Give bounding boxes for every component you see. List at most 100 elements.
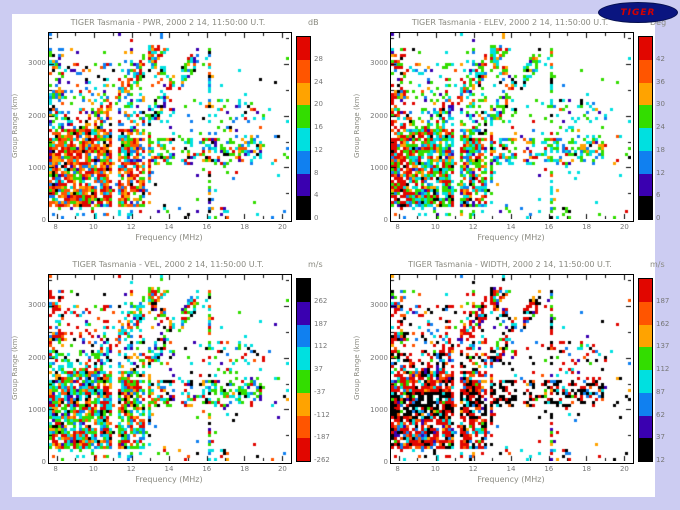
colorbar-tick-label: 262 [314, 296, 328, 305]
x-tick-label: 10 [430, 465, 440, 473]
y-tick-label: 1000 [28, 163, 46, 172]
y-tick-label: 0 [383, 216, 388, 224]
colorbar-tick-label: 42 [656, 54, 665, 63]
colorbar-unit-label: m/s [650, 260, 665, 269]
colorbar-tick-label: 20 [314, 100, 323, 109]
x-tick-label: 16 [544, 223, 554, 231]
colorbar-block [639, 59, 652, 83]
panel-title: TIGER Tasmania - ELEV, 2000 2 14, 11:50:… [411, 18, 609, 27]
x-axis-label: Frequency (MHz) [135, 475, 203, 484]
x-tick-label: 14 [506, 465, 516, 473]
colorbar-unit-label: Deg [650, 18, 667, 27]
x-tick-label: 8 [395, 465, 400, 473]
panel-width: TIGER Tasmania - WIDTH, 2000 2 14, 11:50… [353, 260, 676, 496]
colorbar-tick-label: 87 [656, 387, 665, 396]
plot-area [390, 32, 634, 222]
colorbar-tick-label: -37 [314, 387, 326, 396]
y-tick-label: 1000 [28, 405, 46, 414]
panel-title: TIGER Tasmania - WIDTH, 2000 2 14, 11:50… [408, 260, 612, 269]
colorbar-block [297, 301, 310, 325]
colorbar [296, 36, 311, 220]
tiger-radar-logo: TIGER [598, 2, 678, 23]
colorbar-tick-label: 30 [656, 100, 665, 109]
y-tick-label: 1000 [370, 163, 388, 172]
colorbar-tick-label: 6 [656, 191, 661, 200]
colorbar [638, 36, 653, 220]
colorbar-tick-label: 16 [314, 123, 323, 131]
colorbar-block [297, 392, 310, 416]
colorbar-block [639, 438, 652, 461]
colorbar-unit-label: m/s [308, 260, 323, 269]
heatmap-canvas [391, 33, 631, 219]
x-tick-label: 20 [619, 465, 629, 473]
heatmap-canvas [49, 33, 289, 219]
colorbar-tick-label: 37 [314, 365, 323, 373]
logo-text: TIGER [620, 7, 656, 18]
colorbar [296, 278, 311, 462]
y-tick-label: 2000 [28, 111, 46, 120]
y-tick-label: 1000 [370, 405, 388, 414]
colorbar-tick-label: 24 [656, 123, 665, 131]
colorbar-tick-label: 137 [656, 342, 670, 351]
y-tick-label: 3000 [28, 59, 46, 68]
colorbar-block [639, 128, 652, 151]
x-tick-label: 14 [506, 223, 516, 231]
y-tick-label: 2000 [28, 353, 46, 362]
x-tick-label: 20 [619, 223, 629, 231]
colorbar-block [639, 105, 652, 128]
x-tick-label: 18 [240, 465, 250, 473]
colorbar-block [639, 37, 652, 60]
colorbar-unit-label: dB [308, 18, 319, 27]
panel-vel: TIGER Tasmania - VEL, 2000 2 14, 11:50:0… [11, 260, 334, 496]
colorbar-tick-label: -112 [314, 410, 330, 419]
x-tick-label: 14 [164, 465, 174, 473]
plot-area [48, 32, 292, 222]
colorbar-tick-label: 8 [314, 168, 319, 177]
x-tick-label: 18 [582, 465, 592, 473]
x-tick-label: 12 [126, 223, 136, 231]
panel-elev: TIGER Tasmania - ELEV, 2000 2 14, 11:50:… [353, 18, 676, 254]
x-tick-label: 18 [582, 223, 592, 231]
colorbar-tick-label: 4 [314, 191, 319, 200]
colorbar-block [297, 150, 310, 174]
plot-area [48, 274, 292, 464]
x-tick-label: 12 [468, 223, 478, 231]
x-tick-label: 10 [88, 465, 98, 473]
colorbar-block [297, 438, 310, 461]
colorbar-tick-label: 0 [656, 214, 661, 222]
colorbar-tick-label: 37 [656, 433, 665, 442]
x-tick-label: 8 [53, 465, 58, 473]
colorbar-block [297, 59, 310, 83]
heatmap-canvas [391, 275, 631, 461]
colorbar-tick-label: 28 [314, 54, 323, 63]
y-tick-label: 0 [41, 216, 46, 224]
colorbar-block [639, 150, 652, 174]
heatmap-canvas [49, 275, 289, 461]
colorbar-block [639, 82, 652, 106]
colorbar-tick-label: -187 [314, 433, 330, 442]
x-tick-label: 20 [277, 223, 287, 231]
colorbar-block [639, 370, 652, 393]
x-tick-label: 12 [126, 465, 136, 473]
panel-title: TIGER Tasmania - VEL, 2000 2 14, 11:50:0… [72, 260, 264, 269]
colorbar-tick-label: 187 [314, 319, 328, 328]
colorbar-block [297, 324, 310, 348]
colorbar-block [639, 196, 652, 219]
colorbar-tick-label: 62 [656, 410, 665, 419]
colorbar-block [297, 279, 310, 302]
x-tick-label: 18 [240, 223, 250, 231]
colorbar-block [639, 415, 652, 439]
colorbar [638, 278, 653, 462]
y-tick-label: 2000 [370, 353, 388, 362]
x-tick-label: 16 [544, 465, 554, 473]
panel-pwr: TIGER Tasmania - PWR, 2000 2 14, 11:50:0… [11, 18, 334, 254]
y-tick-label: 0 [383, 458, 388, 466]
colorbar-block [639, 173, 652, 197]
colorbar-tick-label: 0 [314, 214, 319, 222]
colorbar-block [297, 196, 310, 219]
colorbar-tick-label: 12 [656, 168, 665, 177]
x-tick-label: 16 [202, 465, 212, 473]
panel-title: TIGER Tasmania - PWR, 2000 2 14, 11:50:0… [70, 18, 266, 27]
colorbar-block [297, 82, 310, 106]
